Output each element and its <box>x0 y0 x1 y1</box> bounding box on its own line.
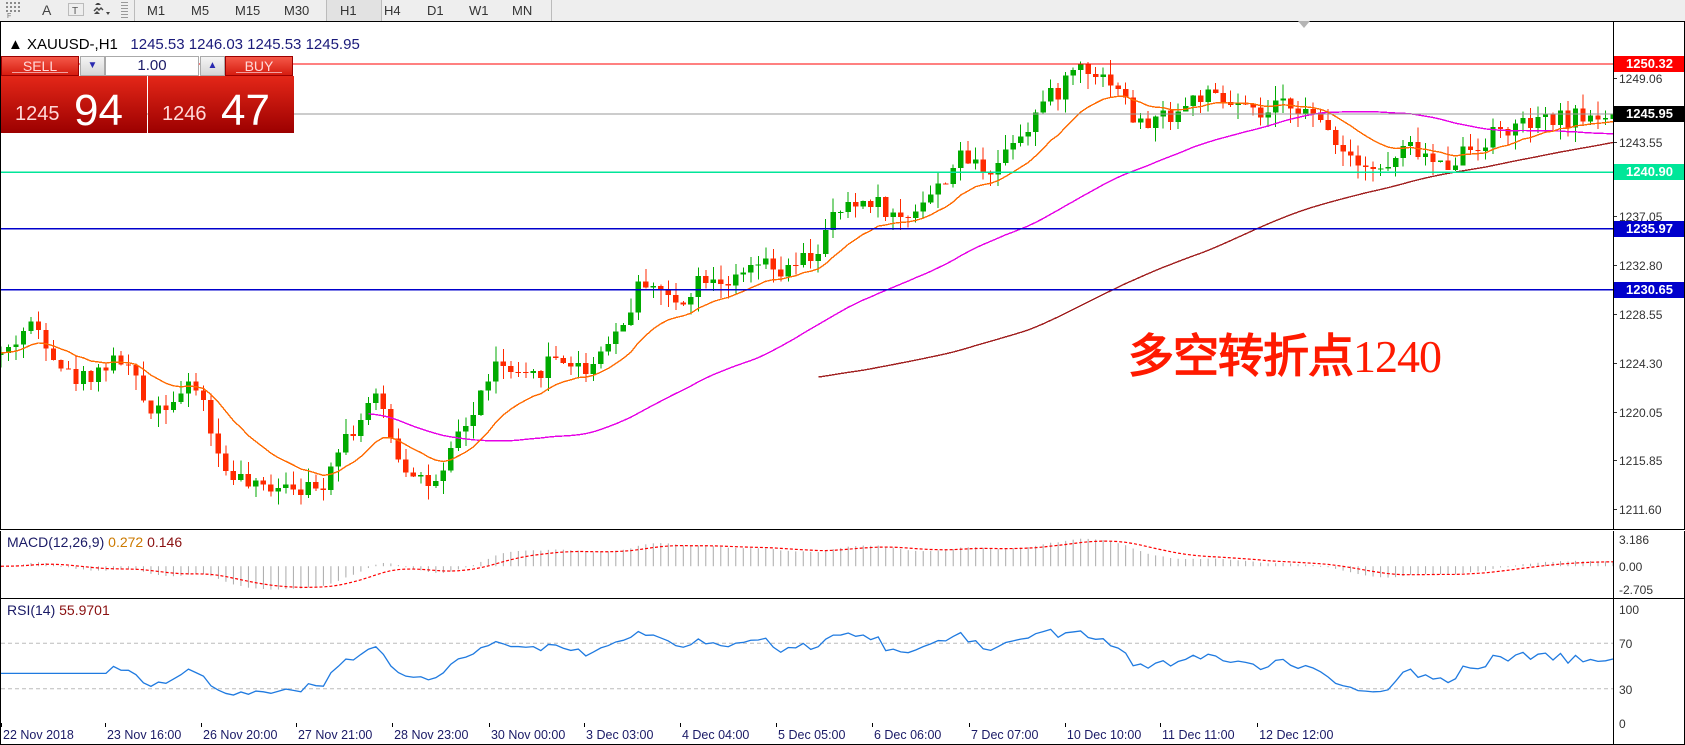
svg-text:T: T <box>72 6 78 17</box>
svg-text:F: F <box>7 13 11 18</box>
